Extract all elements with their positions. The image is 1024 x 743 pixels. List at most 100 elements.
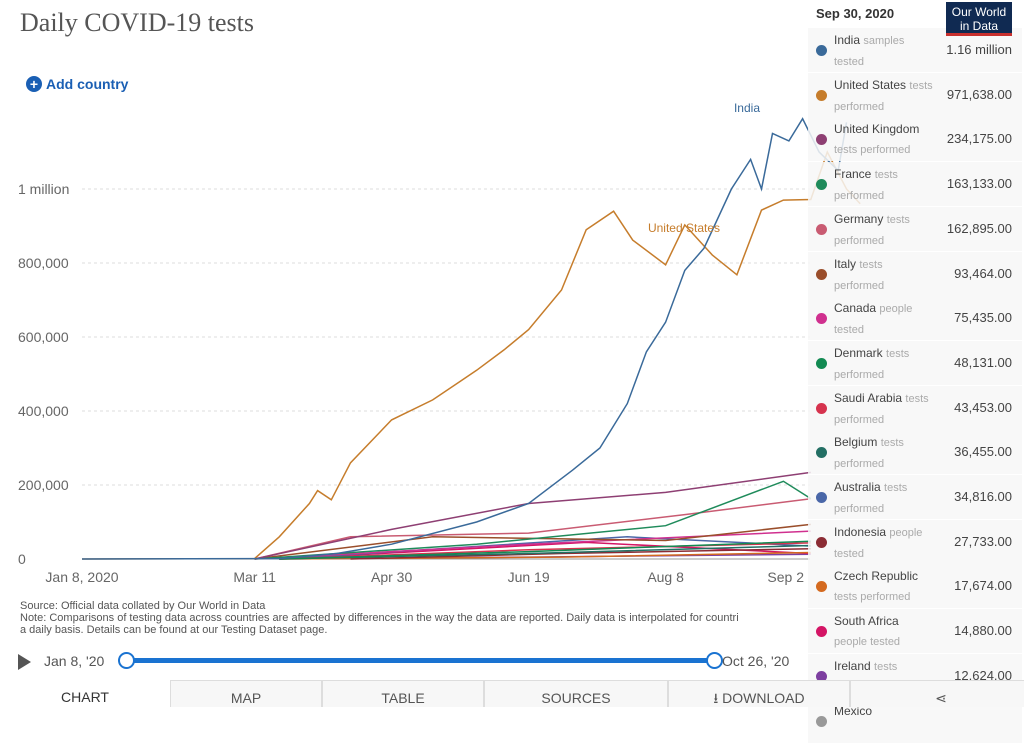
country-name: Italy	[834, 256, 857, 271]
legend-value: 93,464.00	[954, 265, 1012, 281]
y-tick-label: 400,000	[18, 403, 69, 419]
timeline-end: Oct 26, '20	[722, 653, 790, 669]
legend-label: Czech Republic tests performed	[834, 566, 934, 607]
x-tick-label: Jan 8, 2020	[45, 569, 118, 585]
legend-value: 17,674.00	[954, 578, 1012, 594]
legend-item[interactable]: Indonesia people tested 27,733.00	[808, 519, 1022, 564]
legend-item[interactable]: Italy tests performed 93,464.00	[808, 251, 1022, 296]
legend-value: 1.16 million	[946, 42, 1012, 57]
legend-dot	[816, 223, 827, 235]
source-note: Source: Official data collated by Our Wo…	[20, 600, 266, 612]
legend-item[interactable]: France tests performed 163,133.00	[808, 162, 1022, 207]
country-name: South Africa	[834, 614, 899, 629]
legend-value: 12,624.00	[954, 667, 1012, 683]
legend-label: Saudi Arabia tests performed	[834, 388, 934, 430]
country-name: Indonesia	[834, 524, 887, 539]
legend-item[interactable]: Germany tests performed 162,895.00	[808, 206, 1022, 251]
plus-icon: +	[26, 76, 42, 92]
timeline-track[interactable]	[124, 658, 714, 663]
metric-unit: tests performed	[834, 169, 898, 203]
legend-item[interactable]: South Africa people tested 14,880.00	[808, 609, 1022, 654]
owid-logo[interactable]: Our World in Data	[946, 2, 1012, 36]
legend-label: Canada people tested	[834, 298, 934, 340]
metric-unit: tests performed	[834, 347, 910, 381]
legend-date: Sep 30, 2020	[816, 6, 895, 21]
tab-download[interactable]: ⭳ Download	[668, 680, 850, 707]
legend-value: 75,435.00	[954, 310, 1012, 326]
country-name: United Kingdom	[834, 122, 920, 137]
metric-unit: people tested	[834, 526, 923, 560]
add-country-button[interactable]: + Add country	[26, 76, 128, 92]
country-name: India	[834, 33, 861, 47]
line-chart: 0 200,000 400,000 600,000 800,000 1 million Ja…	[18, 101, 861, 585]
series-line-denmark	[279, 540, 811, 560]
legend-item[interactable]: United Kingdom tests performed 234,175.00	[808, 117, 1022, 162]
legend-dot	[816, 313, 827, 325]
y-tick-label: 1 million	[18, 181, 69, 197]
note-text-2: a daily basis. Details can be found at o…	[20, 624, 328, 636]
timeline-start: Jan 8, '20	[44, 653, 105, 669]
timeline-end-handle[interactable]	[706, 652, 723, 669]
timeline: Jan 8, '20	[18, 652, 723, 672]
legend-item[interactable]: India samples tested 1.16 million	[808, 28, 1022, 72]
legend-item[interactable]: Czech Republic tests performed 17,674.00	[808, 564, 1022, 609]
series-line-india	[81, 117, 848, 560]
legend-label: United States tests performed	[834, 75, 934, 117]
add-country-label: Add country	[46, 76, 129, 92]
y-tick-label: 800,000	[18, 255, 69, 271]
timeline-start-handle[interactable]	[118, 652, 135, 669]
legend-label: Denmark tests performed	[834, 343, 934, 385]
legend-dot	[816, 179, 827, 191]
country-name: Germany	[834, 211, 884, 226]
share-button[interactable]: ⋖	[850, 680, 1024, 707]
metric-unit: tests performed	[834, 213, 910, 247]
legend-value: 163,133.00	[946, 176, 1012, 192]
y-tick-label: 600,000	[18, 329, 69, 345]
legend-dot	[816, 357, 827, 369]
series-line-germany	[254, 497, 811, 560]
tab-sources[interactable]: Sources	[484, 680, 668, 707]
legend-label: United Kingdom tests performed	[834, 119, 934, 160]
metric-unit: people tested	[834, 636, 901, 649]
x-tick-label: Sep 2	[767, 569, 804, 585]
legend-label: Germany tests performed	[834, 209, 934, 251]
tab-map[interactable]: Map	[170, 680, 322, 707]
legend-value: 162,895.00	[946, 220, 1012, 236]
metric-unit: tests performed	[834, 79, 933, 113]
legend-dot	[816, 447, 827, 459]
download-label: Download	[722, 690, 805, 706]
metric-unit: tests performed	[834, 482, 908, 515]
country-name: Denmark	[834, 345, 883, 360]
legend-label: South Africa people tested	[834, 611, 934, 652]
legend: Sep 30, 2020 India samples tested 1.16 mi…	[808, 0, 1022, 743]
metric-unit: people tested	[834, 303, 913, 337]
legend-dot	[816, 45, 827, 56]
legend-item[interactable]: Belgium tests performed 36,455.00	[808, 430, 1022, 475]
legend-item[interactable]: United States tests performed 971,638.00	[808, 72, 1022, 117]
legend-label: India samples tested	[834, 30, 934, 72]
series-line-italy	[254, 523, 811, 560]
legend-label: Indonesia people tested	[834, 522, 934, 564]
legend-value: 971,638.00	[946, 86, 1012, 102]
tab-chart[interactable]: Chart	[0, 680, 170, 707]
y-tick-label: 0	[18, 551, 26, 567]
metric-unit: tests performed	[834, 144, 911, 157]
legend-item[interactable]: Saudi Arabia tests performed 43,453.00	[808, 385, 1022, 430]
legend-dot	[816, 89, 827, 101]
play-icon[interactable]	[18, 654, 31, 670]
tab-table[interactable]: Table	[322, 680, 484, 707]
y-tick-label: 200,000	[18, 477, 69, 493]
legend-dot	[816, 715, 827, 727]
legend-item[interactable]: Denmark tests performed 48,131.00	[808, 340, 1022, 385]
legend-dot	[816, 402, 827, 414]
legend-item[interactable]: Australia tests performed 34,816.00	[808, 475, 1022, 519]
legend-label: Australia tests performed	[834, 477, 934, 519]
legend-label: Italy tests performed	[834, 254, 934, 296]
legend-label: Belgium tests performed	[834, 432, 934, 474]
country-name: Belgium	[834, 435, 878, 450]
metric-unit: tests performed	[834, 258, 885, 292]
legend-value: 27,733.00	[954, 533, 1012, 549]
legend-dot	[816, 581, 827, 593]
legend-item[interactable]: Canada people tested 75,435.00	[808, 296, 1022, 341]
x-tick-label: Jun 19	[508, 569, 550, 585]
